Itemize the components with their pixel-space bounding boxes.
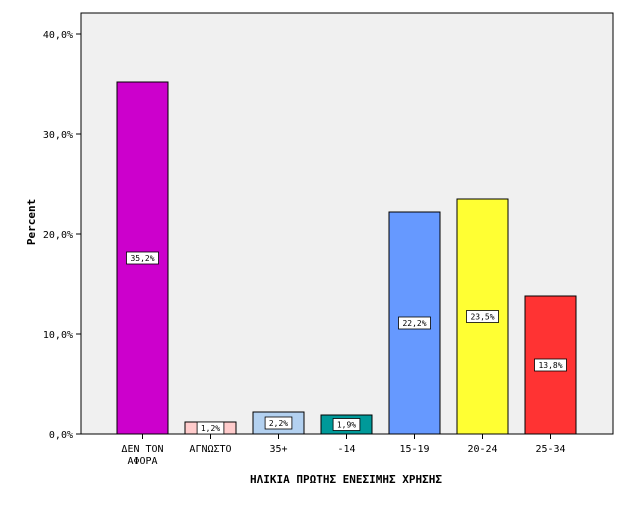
- data-label-box: [466, 310, 499, 323]
- x-tick-label: ΑΦΟΡΑ: [127, 456, 157, 467]
- data-label-box: [534, 358, 567, 372]
- x-tick-label: 15-19: [399, 444, 429, 455]
- x-tick-label: ΔΕΝ ΤΟΝ: [121, 444, 163, 455]
- y-tick-label: 30,0%: [43, 130, 73, 141]
- y-axis-title: Percent: [25, 199, 38, 245]
- x-tick-label: 35+: [269, 444, 287, 455]
- x-axis-title: ΗΛΙΚΙΑ ΠΡΩΤΗΣ ΕΝΕΣΙΜΗΣ ΧΡΗΣΗΣ: [250, 473, 442, 486]
- y-tick-label: 20,0%: [43, 230, 73, 241]
- data-label: 35,2%: [130, 254, 154, 263]
- data-label-box: [332, 418, 361, 431]
- data-label: 2,2%: [269, 419, 288, 428]
- data-label-box: [126, 251, 159, 265]
- data-label-box: [264, 416, 293, 430]
- x-tick-label: ΑΓΝΩΣΤΟ: [189, 444, 231, 455]
- y-tick-label: 40,0%: [43, 30, 73, 41]
- plot-area: [80, 12, 614, 435]
- y-tick-label: 0,0%: [49, 430, 73, 441]
- x-tick-label: -14: [337, 444, 355, 455]
- bars: 35,2% 1,2% 2,2% 1,9% 22,2% 23,5% 13,8%: [116, 81, 577, 435]
- data-label-box: [398, 316, 431, 330]
- x-tick-label: 25-34: [535, 444, 565, 455]
- y-tick-label: 10,0%: [43, 330, 73, 341]
- data-label: 1,2%: [201, 424, 220, 433]
- data-label: 13,8%: [538, 361, 562, 370]
- y-axis: 0,0% 10,0% 20,0% 30,0% 40,0%: [43, 30, 81, 441]
- x-tick-label: 20-24: [467, 444, 497, 455]
- data-label: 1,9%: [337, 421, 356, 430]
- data-label: 22,2%: [402, 319, 426, 328]
- data-label: 23,5%: [470, 313, 494, 322]
